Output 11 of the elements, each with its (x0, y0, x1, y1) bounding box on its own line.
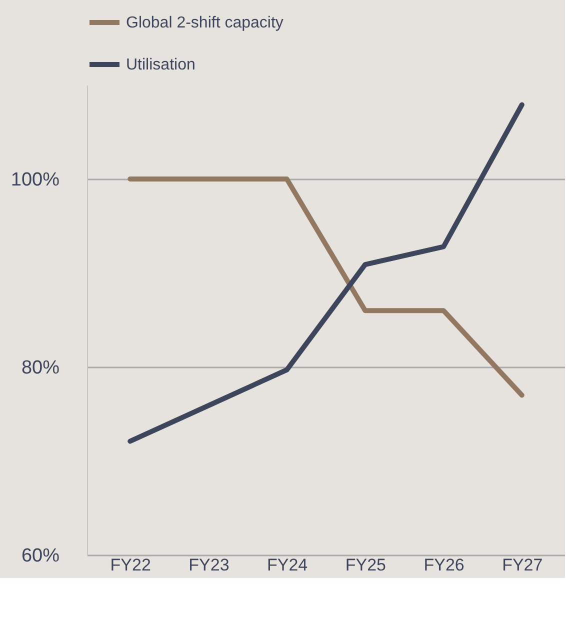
x-tick-label: FY24 (267, 556, 308, 574)
y-tick-label: 100% (10, 170, 60, 190)
x-tick-label: FY27 (502, 556, 543, 574)
y-tick-label: 60% (21, 546, 60, 566)
x-tick-label: FY26 (424, 556, 464, 574)
x-tick-label: FY25 (345, 556, 386, 574)
x-tick-label: FY23 (188, 556, 230, 574)
legend-label: Global 2-shift capacity (126, 14, 284, 32)
legend-label: Utilisation (126, 56, 196, 74)
y-tick-label: 80% (21, 358, 60, 378)
x-tick-label: FY22 (110, 556, 151, 574)
